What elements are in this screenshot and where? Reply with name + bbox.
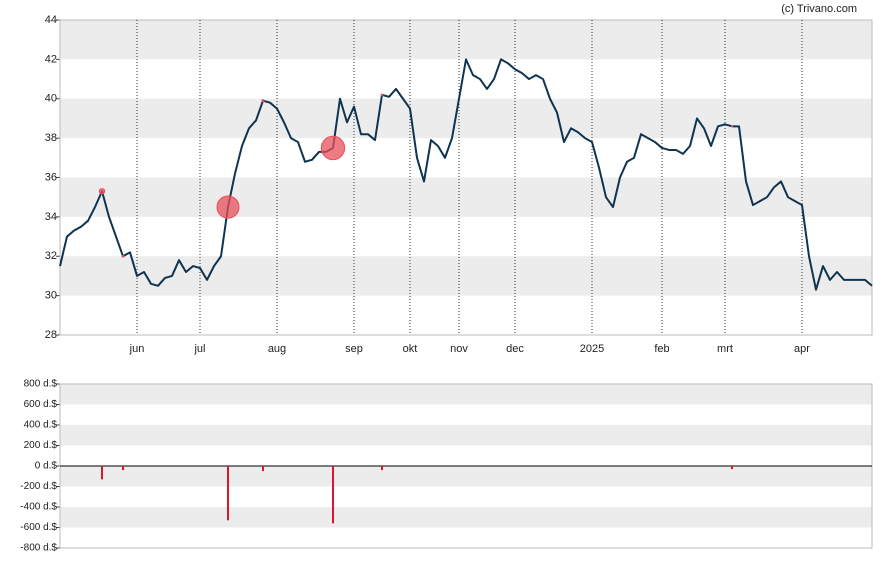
y-tick-label: 400 d.$ (24, 420, 58, 431)
x-tick-label: 2025 (580, 343, 604, 355)
y-tick-label: 200 d.$ (24, 440, 58, 451)
y-tick-label: 34 (45, 211, 57, 223)
grid-band (60, 384, 872, 405)
credit: (c) Trivano.com (781, 3, 857, 15)
y-tick-label: 32 (45, 250, 57, 262)
trade-marker (261, 99, 265, 103)
y-tick-label: 42 (45, 53, 57, 65)
grid-band (60, 425, 872, 446)
x-tick-label: mrt (717, 343, 733, 355)
trade-marker (98, 188, 106, 195)
grid-band (60, 256, 872, 296)
grid-band (60, 177, 872, 217)
y-tick-label: -600 d.$ (20, 522, 57, 533)
x-tick-label: feb (654, 343, 669, 355)
bar (262, 466, 264, 472)
trade-marker (216, 195, 240, 219)
x-tick-label: okt (403, 343, 418, 355)
plot-frame (59, 19, 873, 336)
bar (101, 466, 103, 480)
x-tick-label: jul (193, 343, 205, 355)
y-tick-label: 36 (45, 171, 57, 183)
x-tick-label: apr (794, 343, 810, 355)
x-tick-label: sep (345, 343, 363, 355)
y-tick-label: 40 (45, 93, 57, 105)
trade-marker (320, 135, 346, 161)
x-tick-label: jun (129, 343, 145, 355)
grid-band (60, 466, 872, 487)
grid-band (60, 507, 872, 528)
y-tick-label: -800 d.$ (20, 543, 57, 554)
y-tick-label: 30 (45, 290, 57, 302)
y-tick-label: 44 (45, 14, 57, 26)
bar (227, 466, 229, 521)
bar (731, 466, 733, 470)
y-tick-label: -200 d.$ (20, 481, 57, 492)
x-tick-label: nov (450, 343, 468, 355)
trade-marker (380, 93, 384, 97)
y-tick-label: 38 (45, 132, 57, 144)
x-tick-label: dec (506, 343, 524, 355)
y-tick-label: -400 d.$ (20, 502, 57, 513)
grid-band (60, 20, 872, 60)
bar (122, 466, 124, 471)
y-tick-label: 28 (45, 329, 57, 341)
y-tick-label: 600 d.$ (24, 399, 58, 410)
bar (332, 466, 334, 524)
trade-marker (121, 254, 125, 258)
bar (381, 466, 383, 471)
grid-band (60, 98, 872, 139)
y-tick-label: 0 d.$ (35, 461, 58, 472)
x-tick-label: aug (268, 343, 286, 355)
trade-marker (730, 125, 734, 128)
y-tick-label: 800 d.$ (24, 379, 58, 390)
price-line (59, 58, 873, 291)
